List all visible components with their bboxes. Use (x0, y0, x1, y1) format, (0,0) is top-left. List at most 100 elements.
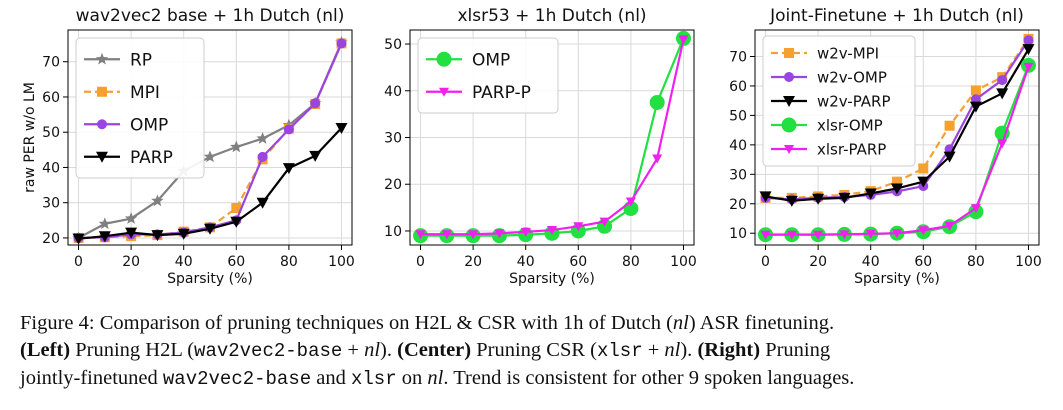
legend-label-PARP-P: PARP-P (472, 83, 531, 103)
x-tick-label: 40 (862, 254, 880, 270)
legend-label-OMP: OMP (472, 50, 510, 70)
x-tick-label: 60 (227, 254, 245, 270)
figure-caption: Figure 4: Comparison of pruning techniqu… (20, 310, 1050, 393)
y-tick-label: 50 (384, 37, 402, 53)
plot-frame (67, 29, 353, 246)
data-point-PARP-10 (98, 231, 111, 243)
x-tick-label: 20 (809, 254, 827, 270)
data-point-w2v-PARP-20 (812, 193, 825, 205)
x-tick-label: 80 (280, 254, 298, 270)
data-point-w2v-MPI-80 (970, 85, 981, 96)
data-point-PARP-P-40 (520, 227, 531, 237)
data-point-xlsr-PARP-20 (813, 230, 824, 240)
data-point-w2v-PARP-60 (917, 176, 930, 188)
legend-marker-PARP-P (439, 87, 449, 97)
data-point-w2v-PARP-70 (943, 151, 956, 163)
legend-label-MPI: MPI (130, 83, 160, 103)
chart-title: xlsr53 + 1h Dutch (nl) (457, 6, 646, 26)
data-point-w2v-PARP-50 (891, 183, 903, 195)
x-tick-label: 0 (74, 254, 83, 270)
legend-marker-w2v-MPI (784, 48, 794, 58)
data-point-w2v-PARP-30 (838, 192, 851, 204)
caption-line-2: (Left) Pruning H2L (wav2vec2-base + nl).… (20, 339, 831, 362)
y-tick-label: 60 (729, 79, 747, 95)
y-tick-label: 20 (729, 197, 747, 213)
data-point-PARP-80 (282, 163, 295, 175)
data-point-w2v-MPI-50 (892, 176, 902, 187)
x-tick-label: 60 (569, 254, 587, 270)
x-tick-label: 20 (122, 254, 140, 270)
series-w2v-PARP (759, 44, 1035, 207)
x-tick-label: 100 (328, 254, 355, 270)
series-xlsr-PARP (760, 62, 1034, 240)
data-point-OMP-80 (283, 124, 294, 135)
data-point-PARP-0 (72, 233, 85, 245)
y-tick-label: 60 (42, 90, 60, 106)
data-point-PARP-70 (256, 197, 269, 209)
y-tick-label: 40 (729, 138, 747, 154)
x-tick-label: 80 (622, 254, 640, 270)
y-tick-label: 40 (42, 160, 60, 176)
legend-marker-OMP (97, 119, 107, 130)
legend-label-OMP: OMP (130, 115, 168, 135)
caption-line-3: jointly-finetuned wav2vec2-base and xlsr… (20, 367, 855, 390)
data-point-PARP-P-80 (625, 197, 636, 207)
legend-box (75, 37, 205, 179)
y-tick-label: 20 (42, 231, 60, 247)
data-point-w2v-MPI-60 (918, 163, 929, 174)
x-tick-label: 60 (914, 254, 932, 270)
x-axis-label: Sparsity (%) (509, 271, 595, 287)
data-point-RP-50 (203, 150, 217, 163)
data-point-PARP-100 (335, 122, 348, 134)
data-point-w2v-MPI-70 (944, 120, 955, 131)
data-point-w2v-PARP-40 (864, 188, 877, 200)
data-point-RP-60 (230, 140, 243, 153)
legend-label-w2v-PARP: w2v-PARP (817, 92, 891, 110)
y-tick-label: 40 (384, 84, 402, 100)
data-point-RP-70 (256, 132, 269, 144)
data-point-xlsr-PARP-30 (839, 230, 850, 240)
data-point-RP-30 (151, 194, 164, 207)
data-point-RP-10 (98, 217, 111, 230)
legend-label-xlsr-PARP: xlsr-PARP (817, 140, 886, 158)
legend-label-w2v-MPI: w2v-MPI (817, 44, 879, 62)
y-tick-label: 50 (729, 108, 747, 124)
legend-marker-w2v-PARP (783, 96, 795, 107)
data-point-w2v-PARP-10 (785, 195, 798, 207)
legend: OMP PARP-P (417, 37, 559, 114)
data-point-xlsr-PARP-10 (786, 230, 797, 240)
data-point-MPI-60 (231, 202, 242, 213)
data-point-PARP-60 (230, 216, 243, 228)
data-point-PARP-P-70 (599, 217, 610, 227)
chart-panel-1: 0 20 40 60 80 100 20 30 40 50 60 70 wav2vec2 base + … (22, 6, 355, 287)
data-point-OMP-90 (310, 98, 321, 109)
x-tick-label: 40 (175, 254, 193, 270)
data-point-OMP-100 (336, 38, 347, 49)
x-tick-label: 20 (464, 254, 482, 270)
data-point-xlsr-PARP-70 (944, 221, 955, 231)
legend-marker-xlsr-OMP (781, 117, 797, 133)
data-point-OMP-70 (257, 151, 268, 162)
chart-title: Joint-Finetune + 1h Dutch (nl) (769, 6, 1024, 26)
x-axis-label: Sparsity (%) (167, 271, 253, 287)
data-point-w2v-PARP-80 (969, 101, 982, 113)
data-point-PARP-P-50 (547, 226, 557, 236)
legend-label-RP: RP (130, 50, 152, 70)
legend-marker-MPI (97, 86, 107, 97)
caption-line-1: Figure 4: Comparison of pruning techniqu… (20, 312, 835, 334)
data-point-w2v-OMP-100 (1023, 35, 1034, 46)
data-point-xlsr-PARP-40 (865, 229, 876, 239)
chart-panel-3: 0 20 40 60 80 100 10 20 30 40 50 60 70 Joint-Finetune… (729, 6, 1042, 287)
y-tick-label: 10 (729, 226, 747, 242)
x-tick-label: 0 (416, 254, 425, 270)
x-tick-label: 40 (517, 254, 535, 270)
data-point-PARP-20 (125, 227, 138, 239)
legend: w2v-MPI w2v-OMP w2v-PARP xlsr-OMP xlsr-PARP (762, 35, 916, 167)
y-tick-label: 30 (42, 196, 60, 212)
data-point-xlsr-PARP-80 (970, 204, 981, 214)
data-point-PARP-P-30 (494, 229, 505, 239)
data-point-PARP-P-100 (678, 35, 689, 45)
legend-box (762, 35, 916, 167)
figure-panels: 0 20 40 60 80 100 20 30 40 50 60 70 wav2vec2 base + … (22, 6, 1042, 287)
